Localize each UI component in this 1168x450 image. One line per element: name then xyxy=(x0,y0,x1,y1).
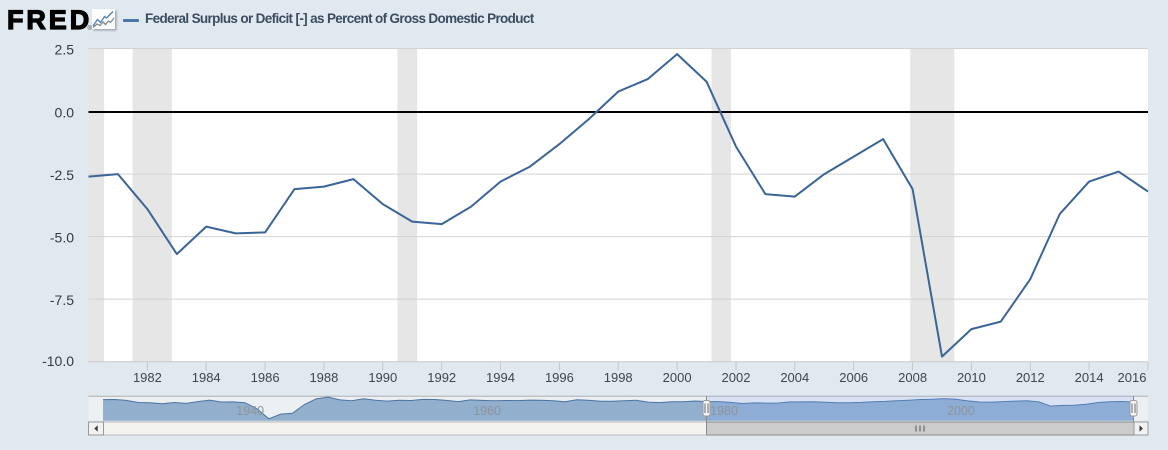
svg-text:-10.0: -10.0 xyxy=(42,353,74,369)
svg-text:-7.5: -7.5 xyxy=(50,292,74,308)
svg-text:0.0: 0.0 xyxy=(55,105,75,121)
svg-text:2000: 2000 xyxy=(663,370,692,385)
svg-text:1940: 1940 xyxy=(236,404,264,418)
svg-text:2.5: 2.5 xyxy=(55,42,75,58)
svg-text:1982: 1982 xyxy=(133,370,162,385)
svg-text:1986: 1986 xyxy=(251,370,280,385)
svg-text:1996: 1996 xyxy=(545,370,574,385)
svg-text:1998: 1998 xyxy=(604,370,633,385)
svg-text:1992: 1992 xyxy=(427,370,456,385)
svg-text:-5.0: -5.0 xyxy=(50,230,74,246)
svg-text:1994: 1994 xyxy=(486,370,515,385)
svg-text:-2.5: -2.5 xyxy=(50,167,74,183)
svg-text:2010: 2010 xyxy=(957,370,986,385)
svg-text:2014: 2014 xyxy=(1075,370,1104,385)
svg-text:2012: 2012 xyxy=(1016,370,1045,385)
svg-text:2002: 2002 xyxy=(722,370,751,385)
svg-text:2008: 2008 xyxy=(898,370,927,385)
svg-text:1984: 1984 xyxy=(192,370,221,385)
svg-text:2016: 2016 xyxy=(1118,370,1147,385)
svg-text:2000: 2000 xyxy=(947,404,975,418)
svg-text:1980: 1980 xyxy=(710,404,738,418)
svg-text:1960: 1960 xyxy=(473,404,501,418)
svg-text:2004: 2004 xyxy=(780,370,809,385)
svg-text:2006: 2006 xyxy=(839,370,868,385)
svg-text:1990: 1990 xyxy=(368,370,397,385)
svg-text:1988: 1988 xyxy=(309,370,338,385)
